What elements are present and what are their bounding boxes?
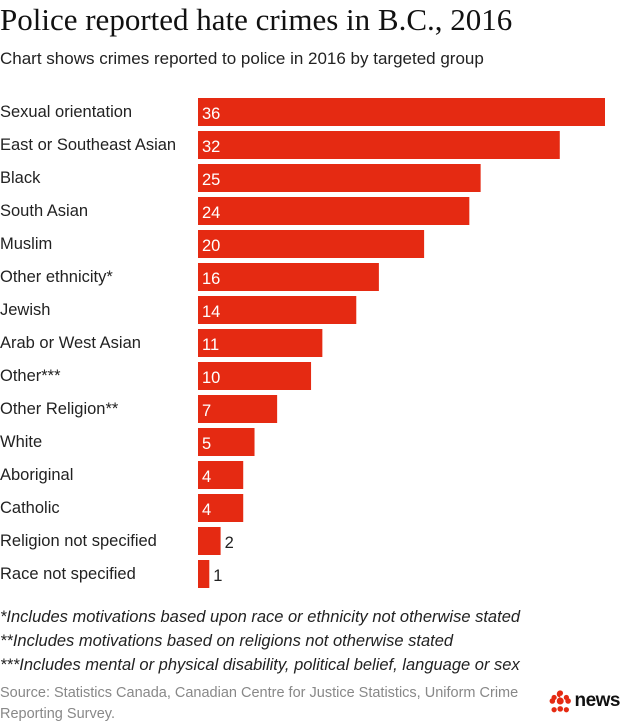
chart-subtitle: Chart shows crimes reported to police in… [0,49,484,68]
data-label: 16 [202,270,220,288]
bar [198,560,210,588]
bar [198,494,244,522]
bar [198,98,605,126]
footnotes: *Includes motivations based upon race or… [0,605,620,677]
bar [198,527,221,555]
category-label: Catholic [0,499,60,517]
category-label: Race not specified [0,565,136,583]
data-label: 36 [202,105,220,123]
footnote-3: ***Includes mental or physical disabilit… [0,656,520,674]
category-label: Other Religion** [0,400,119,418]
category-label: Religion not specified [0,532,157,550]
category-label: Sexual orientation [0,103,132,121]
bar [198,461,244,489]
category-label: White [0,433,42,451]
footnote-1: *Includes motivations based upon race or… [0,608,521,626]
bar [198,164,481,192]
category-label: Muslim [0,235,52,253]
data-label: 24 [202,204,220,222]
cbc-news-logo[interactable]: news [548,686,620,716]
category-label: East or Southeast Asian [0,136,176,154]
bar [198,362,312,390]
data-label: 2 [225,534,234,552]
data-label: 32 [202,138,220,156]
category-label: Black [0,169,41,187]
data-label: 4 [202,468,211,486]
category-label: Arab or West Asian [0,334,141,352]
bar [198,263,379,291]
category-label: South Asian [0,202,88,220]
data-label: 11 [202,336,219,354]
bar [198,131,560,159]
bar [198,296,357,324]
bar [198,428,255,456]
bar-chart: Sexual orientation 36 East or Southeast As… [0,98,605,588]
category-label: Other ethnicity* [0,268,113,286]
footnote-2: **Includes motivations based on religion… [0,632,454,650]
data-label: 5 [202,435,211,453]
category-label: Other*** [0,367,61,385]
data-label: 4 [202,501,211,519]
category-label: Aboriginal [0,466,73,484]
bar [198,395,278,423]
data-label: 10 [202,369,220,387]
logo-text: news [574,690,620,711]
cbc-gem-icon [549,690,571,713]
category-label: Jewish [0,301,50,319]
data-label: 14 [202,303,220,321]
data-label: 20 [202,237,220,255]
data-label: 1 [213,567,222,585]
bar [198,230,425,258]
data-label: 7 [202,402,211,420]
bar [198,197,470,225]
chart-title: Police reported hate crimes in B.C., 201… [0,2,513,37]
source-note: Source: Statistics Canada, Canadian Cent… [0,685,519,722]
data-label: 25 [202,171,220,189]
bar [198,329,323,357]
